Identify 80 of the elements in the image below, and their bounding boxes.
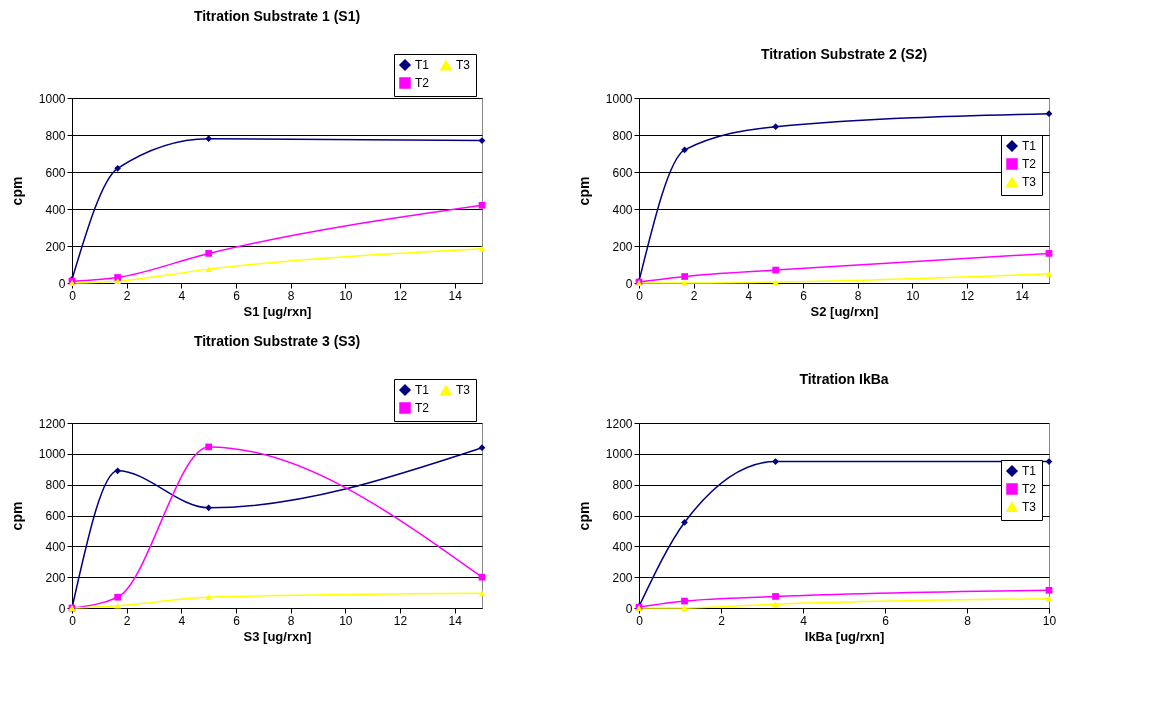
legend-label: T3 xyxy=(456,58,471,73)
y-tick-label: 200 xyxy=(45,239,66,254)
y-tick-label: 800 xyxy=(612,478,633,493)
y-tick-label: 200 xyxy=(612,239,633,254)
x-tick-label: 0 xyxy=(636,288,644,303)
legend-label: T1 xyxy=(1022,464,1037,478)
legend-label: T3 xyxy=(1022,175,1037,189)
x-tick-label: 0 xyxy=(69,288,77,303)
x-tick-label: 2 xyxy=(718,613,726,628)
x-tick-label: 0 xyxy=(636,613,644,628)
x-tick-label: 8 xyxy=(964,613,972,628)
chart-title: Titration Substrate 3 (S3) xyxy=(193,332,361,349)
y-tick-label: 800 xyxy=(612,128,633,143)
x-tick-label: 8 xyxy=(287,288,295,303)
x-tick-label: 2 xyxy=(123,288,131,303)
x-axis-title: IkBa [ug/rxn] xyxy=(804,628,885,644)
x-tick-label: 6 xyxy=(882,613,890,628)
x-tick-label: 4 xyxy=(178,613,186,628)
x-tick-label: 0 xyxy=(69,613,77,628)
y-tick-label: 600 xyxy=(612,165,633,180)
y-tick-label: 0 xyxy=(58,276,66,291)
x-tick-label: 4 xyxy=(800,613,808,628)
legend-label: T2 xyxy=(1022,482,1037,496)
x-tick-label: 2 xyxy=(690,288,698,303)
y-tick-label: 1200 xyxy=(605,416,633,431)
chart-title: Titration Substrate 1 (S1) xyxy=(193,7,361,24)
x-tick-label: 14 xyxy=(448,613,463,628)
x-tick-label: 10 xyxy=(339,613,353,628)
chart-title: Titration IkBa xyxy=(799,371,889,387)
legend-label: T3 xyxy=(456,383,471,398)
y-axis-title: cpm xyxy=(8,176,25,206)
x-tick-label: 10 xyxy=(339,288,353,303)
y-tick-label: 200 xyxy=(45,570,66,585)
x-tick-label: 6 xyxy=(233,288,241,303)
y-tick-label: 800 xyxy=(45,478,66,493)
y-tick-label: 0 xyxy=(58,601,66,616)
y-axis-title: cpm xyxy=(575,501,592,531)
x-axis-title: S2 [ug/rxn] xyxy=(810,303,879,319)
legend-label: T2 xyxy=(415,76,430,90)
x-tick-label: 6 xyxy=(233,613,241,628)
legend-label: T3 xyxy=(1022,500,1037,514)
x-tick-label: 10 xyxy=(906,288,920,303)
y-tick-label: 600 xyxy=(612,509,633,523)
y-tick-label: 1000 xyxy=(38,91,66,106)
y-tick-label: 1000 xyxy=(38,447,66,462)
x-tick-label: 6 xyxy=(800,288,808,303)
y-tick-label: 400 xyxy=(612,539,633,554)
x-tick-label: 12 xyxy=(393,288,408,303)
y-tick-label: 400 xyxy=(45,539,66,554)
y-tick-label: 600 xyxy=(45,509,66,523)
x-axis-title: S1 [ug/rxn] xyxy=(243,303,312,319)
x-tick-label: 10 xyxy=(1042,613,1057,628)
legend-label: T2 xyxy=(415,401,430,415)
y-tick-label: 1200 xyxy=(38,416,66,431)
x-tick-label: 8 xyxy=(854,288,862,303)
x-tick-label: 12 xyxy=(960,288,975,303)
x-tick-label: 12 xyxy=(393,613,408,628)
x-axis-title: S3 [ug/rxn] xyxy=(243,628,312,644)
y-tick-label: 400 xyxy=(612,202,633,217)
y-tick-label: 1000 xyxy=(605,447,633,462)
x-tick-label: 14 xyxy=(448,288,463,303)
y-tick-label: 0 xyxy=(625,601,633,616)
x-tick-label: 8 xyxy=(287,613,295,628)
legend-label: T1 xyxy=(1022,139,1037,153)
y-axis-title: cpm xyxy=(575,176,592,206)
legend-label: T1 xyxy=(415,383,430,397)
y-axis-title: cpm xyxy=(8,501,25,531)
y-tick-label: 400 xyxy=(45,202,66,217)
x-tick-label: 4 xyxy=(745,288,753,303)
y-tick-label: 800 xyxy=(45,128,66,143)
x-tick-label: 4 xyxy=(178,288,186,303)
legend-label: T2 xyxy=(1022,157,1037,171)
y-tick-label: 200 xyxy=(612,570,633,585)
chart-title: Titration Substrate 2 (S2) xyxy=(760,46,928,62)
y-tick-label: 600 xyxy=(45,165,66,180)
x-tick-label: 14 xyxy=(1015,288,1030,303)
legend-label: T1 xyxy=(415,58,430,72)
y-tick-label: 1000 xyxy=(605,91,633,106)
y-tick-label: 0 xyxy=(625,276,633,291)
x-tick-label: 2 xyxy=(123,613,131,628)
